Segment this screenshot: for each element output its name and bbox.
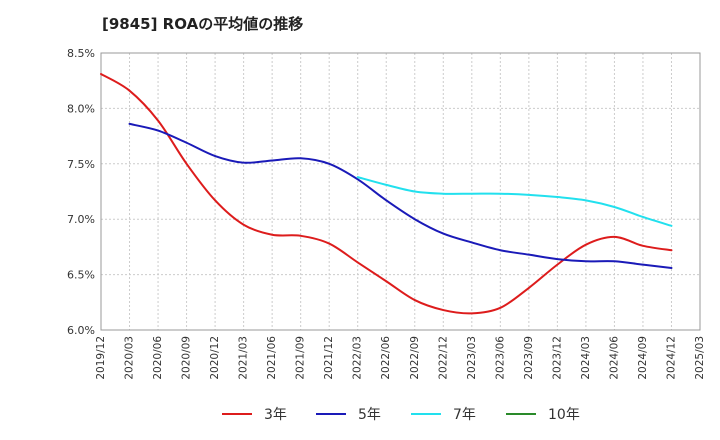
x-tick-label: 2020/09	[181, 336, 193, 380]
x-tick-label: 2024/03	[580, 336, 592, 380]
x-tick-label: 2021/12	[323, 336, 335, 380]
y-tick-label: 6.5%	[67, 269, 95, 282]
grid-lines	[100, 52, 701, 331]
series-line-1	[128, 122, 673, 269]
y-tick-label: 8.5%	[67, 47, 95, 60]
x-tick-label: 2023/12	[551, 336, 563, 380]
series-lines	[100, 73, 673, 315]
x-tick-label: 2023/03	[466, 336, 478, 380]
x-tick-label: 2021/03	[238, 336, 250, 380]
x-axis-ticks: 2019/12 2020/03 2020/06 2020/09 2020/12 2021/…	[95, 336, 706, 380]
y-tick-label: 6.0%	[67, 324, 95, 337]
x-tick-label: 2019/12	[95, 336, 107, 380]
legend-label: 5年	[358, 407, 381, 423]
x-tick-label: 2022/06	[380, 336, 392, 380]
x-tick-label: 2020/06	[152, 336, 164, 380]
y-tick-label: 8.0%	[67, 102, 95, 115]
x-tick-label: 2024/06	[608, 336, 620, 380]
series-line-2	[356, 176, 673, 227]
chart-title: [9845] ROAの平均値の推移	[102, 15, 303, 33]
x-tick-label: 2024/12	[665, 336, 677, 380]
plot-area	[100, 52, 701, 331]
legend-label: 7年	[453, 407, 476, 423]
y-tick-label: 7.0%	[67, 213, 95, 226]
y-tick-label: 7.5%	[67, 158, 95, 171]
x-tick-label: 2021/09	[295, 336, 307, 380]
x-tick-label: 2025/03	[694, 336, 706, 380]
series-line-0	[100, 73, 673, 315]
x-tick-label: 2023/06	[494, 336, 506, 380]
x-tick-label: 2020/12	[209, 336, 221, 380]
legend-label: 3年	[264, 407, 287, 423]
x-tick-label: 2022/12	[437, 336, 449, 380]
legend: 3年 5年 7年 10年	[222, 407, 580, 423]
legend-label: 10年	[548, 407, 580, 423]
y-axis-ticks: 6.0% 6.5% 7.0% 7.5% 8.0% 8.5%	[67, 47, 95, 337]
x-tick-label: 2020/03	[124, 336, 136, 380]
x-tick-label: 2021/06	[266, 336, 278, 380]
x-tick-label: 2024/09	[637, 336, 649, 380]
x-tick-label: 2023/09	[523, 336, 535, 380]
x-tick-label: 2022/03	[352, 336, 364, 380]
x-tick-label: 2022/09	[409, 336, 421, 380]
